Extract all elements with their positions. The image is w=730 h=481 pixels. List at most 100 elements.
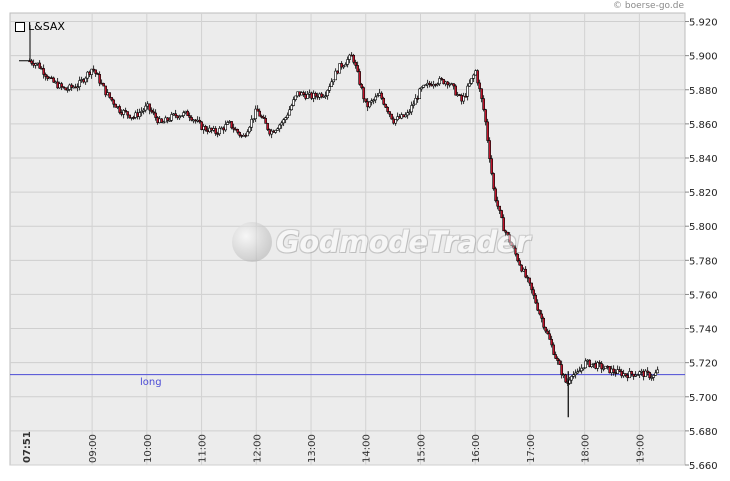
y-tick-label: 5.700 (689, 393, 718, 404)
candlestick (42, 64, 45, 79)
candlestick (188, 112, 191, 122)
candlestick (584, 358, 587, 369)
candlestick (52, 76, 55, 83)
candlestick (360, 82, 363, 90)
candlestick (370, 98, 373, 106)
candlestick (504, 229, 507, 237)
candlestick (440, 76, 443, 81)
candlestick (552, 342, 555, 356)
x-axis-tick-labels: 07:51 09:00 10:00 11:00 12:00 13:00 14:00 15:00… (22, 431, 646, 463)
candlestick (76, 83, 79, 92)
candlestick (174, 109, 177, 119)
candlestick (542, 316, 545, 330)
y-tick-label: 5.920 (689, 18, 718, 29)
candlestick (406, 109, 409, 119)
candlestick (340, 61, 343, 70)
candlestick (648, 371, 651, 380)
candlestick (292, 96, 295, 107)
candlestick (110, 97, 113, 102)
x-tick-label: 11:00 (198, 434, 209, 463)
candlestick (516, 253, 519, 263)
candlestick (558, 358, 561, 365)
candlestick (538, 309, 541, 316)
candlestick (354, 59, 357, 69)
candlestick (442, 78, 445, 85)
candlestick (644, 369, 647, 377)
candlestick (374, 93, 377, 104)
candlestick (446, 80, 449, 89)
candlestick (520, 264, 523, 273)
candlestick (302, 90, 305, 97)
candlestick (254, 105, 257, 122)
candlestick (78, 76, 81, 91)
candlestick (536, 299, 539, 312)
candlestick (224, 120, 227, 132)
candlestick (294, 95, 297, 102)
candlestick (624, 373, 627, 378)
candlestick (390, 113, 393, 120)
candlestick (338, 63, 341, 74)
y-tick-label: 5.860 (689, 120, 718, 131)
candlestick (320, 92, 323, 99)
symbol-label: L&SAX (28, 20, 65, 33)
candlestick (464, 93, 467, 98)
x-tick-label: 16:00 (471, 434, 482, 463)
candlestick (514, 245, 517, 257)
y-tick-label: 5.880 (689, 86, 718, 97)
candlestick (118, 104, 121, 115)
candlestick (582, 367, 585, 371)
grid-lines (10, 13, 689, 466)
candlestick (102, 82, 105, 87)
candlestick (498, 205, 501, 215)
candlestick (142, 108, 145, 115)
y-axis-tick-labels: 5.920 5.900 5.880 5.860 5.840 5.820 5.800 5.780… (689, 18, 718, 472)
candlestick (572, 371, 575, 379)
candlestick (556, 356, 559, 365)
candlestick (274, 129, 277, 134)
candlestick (86, 70, 89, 83)
candlestick (418, 87, 421, 100)
watermark: GodmodeTrader (232, 222, 530, 262)
y-tick-label: 5.680 (689, 427, 718, 438)
candlestick (64, 87, 67, 91)
candlestick (454, 84, 457, 96)
candlestick (386, 106, 389, 114)
candlestick (62, 86, 65, 89)
candlestick (508, 232, 511, 245)
candlestick (590, 363, 593, 369)
candlestick (600, 361, 603, 374)
candlestick (30, 58, 33, 66)
candlestick (166, 117, 169, 124)
candlestick (388, 111, 391, 118)
candlestick (472, 73, 475, 83)
candlestick (490, 155, 493, 176)
series-layer (19, 25, 659, 418)
candlestick (38, 60, 41, 69)
candlestick (420, 86, 423, 92)
legend-square-icon (15, 21, 25, 32)
candlestick (488, 137, 491, 163)
candlestick (410, 101, 413, 115)
candlestick (204, 124, 207, 132)
copyright-label: © boerse-go.de (613, 1, 684, 11)
candlestick (414, 94, 417, 105)
x-tick-label: 17:00 (526, 434, 537, 463)
candlestick (162, 120, 165, 124)
candlestick (230, 121, 233, 130)
candlestick (356, 61, 359, 73)
candlestick (170, 111, 173, 122)
candlestick (576, 368, 579, 375)
candlestick (330, 78, 333, 88)
candlestick (238, 131, 241, 138)
candlestick (94, 69, 97, 77)
candlestick (70, 83, 73, 91)
candlestick (596, 360, 599, 372)
candlestick (278, 123, 281, 133)
candlestick (328, 83, 331, 93)
candlestick (646, 367, 649, 376)
candlestick (452, 83, 455, 90)
x-tick-label: 12:00 (252, 434, 263, 463)
candlestick (548, 329, 551, 340)
candlestick (438, 76, 441, 87)
